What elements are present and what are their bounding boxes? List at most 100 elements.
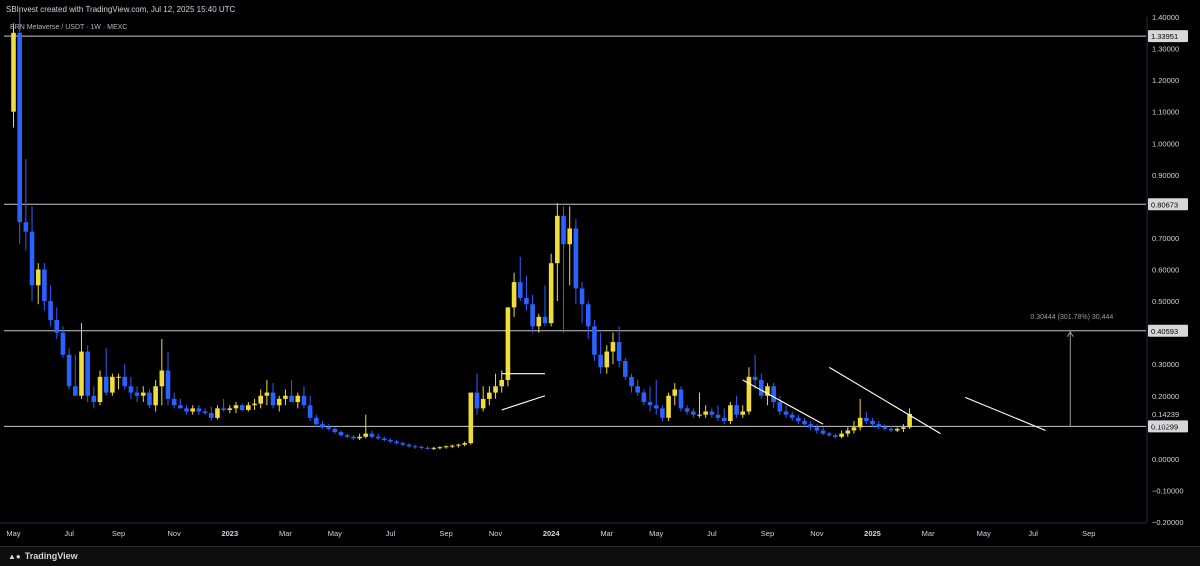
- candle-body: [796, 417, 801, 421]
- candle-body: [789, 414, 795, 418]
- candle-body: [425, 447, 430, 449]
- candle-body: [635, 386, 640, 393]
- candle-body: [443, 446, 449, 448]
- candle-body: [412, 446, 418, 448]
- candle-body: [771, 386, 776, 403]
- chart-background: [0, 0, 1200, 546]
- candle-body: [833, 435, 838, 437]
- symbol-title[interactable]: BRN Metaverse / USDT · 1W · MEXC: [10, 24, 128, 31]
- candle-body: [431, 447, 437, 449]
- candle-body: [604, 351, 610, 368]
- y-tick-label: 0.00000: [1152, 455, 1179, 464]
- candle-body: [524, 297, 529, 305]
- candle-body: [870, 421, 875, 425]
- level-price-label: 0.40593: [1151, 327, 1178, 336]
- measure-arrow-head: [1066, 330, 1074, 338]
- candle-body: [110, 376, 115, 393]
- candle-body: [171, 398, 177, 406]
- y-tick-label: 1.40000: [1152, 13, 1179, 22]
- candle-body: [585, 304, 591, 327]
- y-tick-label: 1.30000: [1152, 45, 1179, 54]
- candle-body: [307, 405, 313, 418]
- y-tick-label: −0.20000: [1152, 518, 1184, 527]
- candle-body: [610, 342, 616, 352]
- candle-body: [820, 430, 826, 434]
- candle-body: [721, 417, 727, 421]
- tradingview-brand[interactable]: ▲● TradingView: [8, 551, 78, 561]
- candle-body: [765, 386, 770, 396]
- candle-body: [196, 408, 202, 412]
- y-tick-label: −0.10000: [1152, 486, 1184, 495]
- candle-body: [221, 408, 226, 410]
- candle-body: [839, 433, 844, 437]
- candle-body: [480, 398, 486, 409]
- candle-body: [752, 376, 758, 380]
- trendline: [501, 395, 546, 411]
- candle-body: [246, 405, 251, 410]
- x-tick-label: 2024: [543, 529, 561, 538]
- candle-body: [79, 351, 84, 396]
- candle-body: [462, 443, 467, 445]
- candle-body: [777, 402, 783, 412]
- y-tick-label: 1.10000: [1152, 108, 1179, 117]
- candle-body: [561, 215, 566, 245]
- trendline: [828, 366, 941, 435]
- candle-body: [122, 376, 128, 387]
- candle-body: [845, 430, 851, 434]
- candle-body: [29, 231, 35, 286]
- candle-body: [530, 304, 535, 327]
- tradingview-logo-icon: ▲●: [8, 552, 21, 561]
- candle-body: [363, 433, 369, 437]
- candle-body: [159, 370, 165, 387]
- y-tick-label: 0.30000: [1152, 360, 1179, 369]
- candle-body: [598, 354, 603, 368]
- candle-body: [388, 439, 393, 442]
- candle-body: [894, 428, 900, 431]
- current-price-label: 0.14239: [1152, 410, 1179, 419]
- candle-body: [326, 427, 331, 429]
- candle-body: [11, 32, 16, 112]
- x-tick-label: Jul: [1028, 529, 1038, 538]
- level-price-tag: [1148, 324, 1188, 337]
- candle-body: [876, 424, 881, 428]
- trendline: [742, 379, 824, 425]
- candle-body: [864, 417, 869, 421]
- level-price-label: 0.80673: [1151, 200, 1178, 209]
- candle-body: [691, 411, 696, 415]
- candle-body: [814, 427, 820, 431]
- candle-body: [42, 269, 47, 302]
- x-tick-label: Sep: [112, 529, 125, 538]
- candle-body: [456, 444, 461, 446]
- candle-body: [826, 433, 832, 436]
- candle-body: [857, 417, 863, 428]
- candle-body: [147, 392, 152, 406]
- candle-body: [703, 411, 708, 415]
- candle-body: [715, 414, 721, 418]
- candle-body: [264, 392, 270, 396]
- candle-body: [666, 395, 671, 418]
- candle-body: [542, 316, 548, 324]
- candle-body: [140, 392, 146, 396]
- candle-body: [851, 427, 857, 431]
- x-tick-label: Nov: [168, 529, 182, 538]
- candle-body: [573, 228, 579, 289]
- candle-body: [23, 222, 29, 232]
- candle-body: [758, 379, 764, 396]
- candle-body: [134, 392, 140, 396]
- candle-body: [91, 395, 97, 403]
- footer-bar: ▲● TradingView: [0, 546, 1200, 566]
- candle-body: [901, 427, 906, 429]
- x-tick-label: Mar: [279, 529, 292, 538]
- candle-body: [400, 443, 406, 445]
- measure-label: 0.30444 (301.78%) 30,444: [1030, 314, 1113, 321]
- candle-body: [474, 392, 480, 409]
- candle-body: [511, 282, 517, 308]
- candle-body: [258, 395, 263, 404]
- candle-body: [728, 405, 733, 421]
- x-tick-label: Sep: [761, 529, 774, 538]
- candle-body: [116, 376, 121, 378]
- candle-body: [73, 386, 78, 396]
- candle-body: [295, 395, 301, 403]
- x-tick-label: May: [6, 529, 20, 538]
